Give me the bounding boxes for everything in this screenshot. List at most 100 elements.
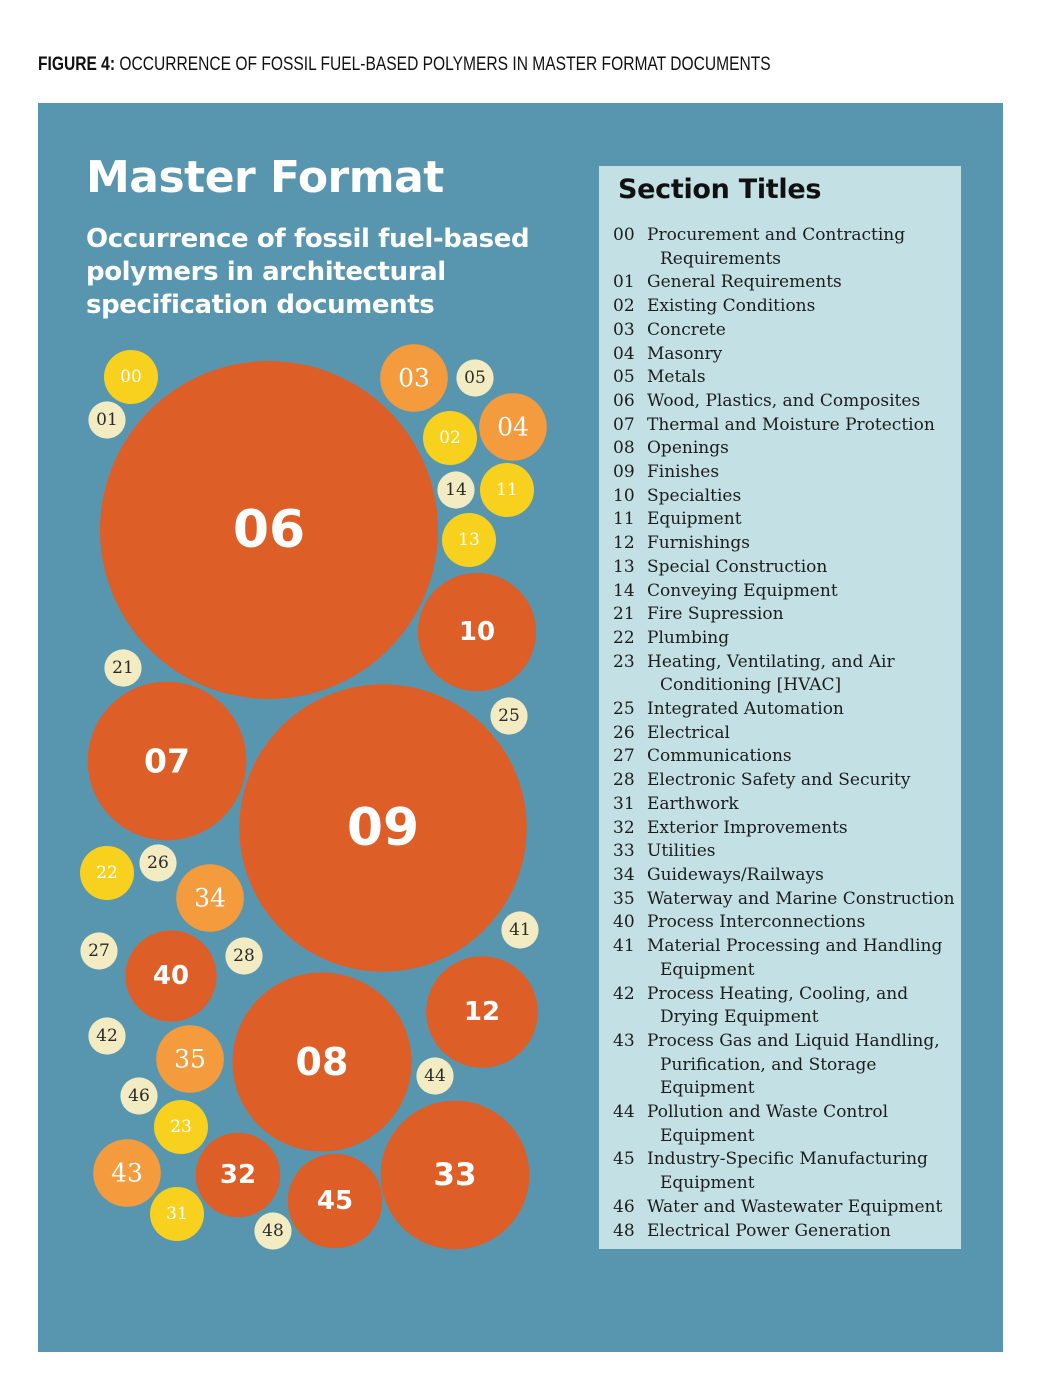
legend-item: 35 Waterway and Marine Construction [613, 888, 958, 912]
bubble-14: 14 [437, 471, 475, 509]
bubble-circle [456, 359, 494, 397]
legend-item-title: Heating, Ventilating, and Air Conditionin… [647, 651, 895, 698]
bubble-label: 00 [120, 367, 142, 387]
legend-item-title-line: Special Construction [647, 556, 828, 577]
legend-item-title-line: Specialties [647, 485, 742, 506]
bubble-circle [88, 401, 126, 439]
legend-item-title-line: Finishes [647, 462, 720, 483]
legend-item-code: 41 [613, 936, 635, 957]
chart-subtitle-line: Occurrence of fossil fuel-based [86, 224, 530, 254]
bubble-label: 04 [497, 413, 529, 442]
legend-item-title-line: Masonry [647, 343, 723, 364]
bubble-label: 35 [174, 1045, 206, 1074]
section-titles-legend: Section Titles 00 Procurement and Contrac… [599, 166, 961, 1249]
legend-item-title: Material Processing and Handling Equipmen… [647, 935, 942, 982]
bubble-42: 42 [88, 1017, 126, 1055]
legend-item-title-line: Process Gas and Liquid Handling, [647, 1030, 940, 1051]
bubble-circle [501, 911, 539, 949]
legend-item-code: 43 [613, 1030, 635, 1051]
legend-item-title-line: Earthwork [647, 793, 739, 814]
legend-item-title: Integrated Automation [647, 698, 844, 722]
legend-item-title: Electrical [647, 722, 730, 746]
chart-subtitle-line: specification documents [86, 290, 435, 320]
legend-item-code: 00 [613, 225, 635, 245]
legend-item-title-line: Heating, Ventilating, and Air [647, 651, 895, 672]
bubble-26: 26 [139, 844, 177, 882]
legend-item-title: Electrical Power Generation [647, 1220, 891, 1244]
legend-item-title-line: Metals [647, 367, 706, 388]
legend-item-title: Process Heating, Cooling, and Drying Equi… [647, 983, 908, 1030]
legend-item: 14 Conveying Equipment [613, 580, 958, 604]
bubble-label: 07 [144, 742, 190, 781]
legend-item-title: Waterway and Marine Construction [647, 888, 955, 912]
legend-item-code: 23 [613, 651, 635, 672]
legend-item: 42 Process Heating, Cooling, and Drying Eq… [613, 983, 958, 1030]
legend-item-title: Electronic Safety and Security [647, 769, 910, 793]
bubble-circle [380, 344, 448, 412]
bubble-circle [195, 1132, 281, 1218]
bubble-label: 09 [347, 798, 419, 858]
legend-item-title: Existing Conditions [647, 295, 815, 319]
legend-item-title-line: Equipment [660, 1125, 755, 1146]
bubble-label: 48 [262, 1221, 284, 1241]
bubble-21: 21 [104, 649, 142, 687]
bubble-label: 32 [220, 1160, 256, 1190]
bubble-label: 42 [96, 1026, 118, 1046]
legend-item: 32 Exterior Improvements [613, 817, 958, 841]
legend-item: 04 Masonry [613, 343, 958, 367]
legend-item-title-line: Plumbing [647, 627, 730, 648]
bubble-circle [150, 1187, 204, 1241]
bubble-circle [176, 864, 244, 932]
figure-caption-lead: FIGURE 4: [38, 54, 116, 75]
bubble-07: 07 [87, 681, 247, 841]
legend-item: 09 Finishes [613, 461, 958, 485]
bubble-08: 08 [232, 972, 412, 1152]
legend-item-title: Earthwork [647, 793, 739, 817]
legend-item-title: General Requirements [647, 271, 842, 295]
legend-item-title-line: Electrical [647, 722, 730, 743]
bubble-circle [416, 1057, 454, 1095]
legend-item-code: 14 [613, 580, 635, 601]
bubble-label: 14 [445, 480, 467, 500]
legend-item-title: Equipment [647, 508, 742, 532]
bubble-circle [104, 649, 142, 687]
legend-item-title: Industry-Specific Manufacturing Equipment [647, 1148, 928, 1195]
legend-item-code: 48 [613, 1220, 635, 1241]
legend-item-code: 01 [613, 272, 635, 293]
bubble-label: 05 [464, 368, 486, 388]
legend-item: 21 Fire Supression [613, 603, 958, 627]
legend-item-code: 32 [613, 817, 635, 838]
bubble-circle [232, 972, 412, 1152]
legend-item-code: 21 [613, 604, 635, 625]
legend-item-title: Procurement and Contracting Requirements [647, 224, 905, 271]
legend-item-code: 09 [613, 462, 635, 483]
legend-item-title-line: Waterway and Marine Construction [647, 888, 955, 909]
legend-item-code: 45 [613, 1149, 635, 1170]
legend-item-title: Process Interconnections [647, 911, 865, 935]
bubble-01: 01 [88, 401, 126, 439]
legend-item-title-line: Concrete [647, 319, 726, 340]
legend-item-title: Thermal and Moisture Protection [647, 414, 935, 438]
bubble-label: 02 [439, 428, 461, 448]
legend-item-title: Specialties [647, 485, 741, 509]
bubble-label: 27 [88, 941, 110, 961]
legend-item-title-line: Utilities [647, 841, 716, 862]
bubble-label: 31 [166, 1204, 188, 1224]
bubble-46: 46 [120, 1077, 158, 1115]
legend-item: 27 Communications [613, 745, 958, 769]
legend-item-title-line: Equipment [660, 1078, 755, 1099]
bubble-10: 10 [417, 572, 537, 692]
legend-item-title: Utilities [647, 840, 716, 864]
legend-item-code: 34 [613, 864, 635, 885]
bubble-circle [100, 361, 438, 699]
bubble-circle [442, 513, 496, 567]
bubble-32: 32 [195, 1132, 281, 1218]
legend-item-title-line: Purification, and Storage [660, 1054, 877, 1075]
bubble-label: 01 [96, 410, 118, 430]
bubble-circle [254, 1212, 292, 1250]
legend-item: 40 Process Interconnections [613, 911, 958, 935]
legend-item-code: 03 [613, 319, 635, 340]
legend-item-title: Water and Wastewater Equipment [647, 1196, 942, 1220]
bubble-label: 21 [112, 658, 134, 678]
bubble-circle [380, 1100, 530, 1250]
